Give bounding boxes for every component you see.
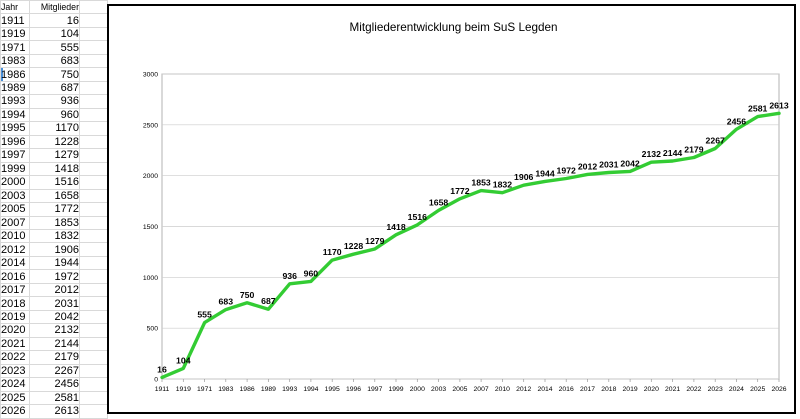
- svg-text:1418: 1418: [386, 222, 405, 232]
- svg-text:1919: 1919: [176, 386, 191, 393]
- svg-text:1989: 1989: [261, 386, 276, 393]
- svg-text:1983: 1983: [218, 386, 233, 393]
- svg-text:936: 936: [282, 271, 297, 281]
- svg-text:2179: 2179: [684, 145, 703, 155]
- svg-text:1170: 1170: [323, 247, 342, 257]
- svg-text:2267: 2267: [706, 136, 725, 146]
- svg-text:2031: 2031: [599, 160, 618, 170]
- svg-text:1279: 1279: [365, 236, 384, 246]
- svg-text:2581: 2581: [748, 104, 767, 114]
- svg-text:3000: 3000: [143, 72, 158, 79]
- svg-text:16: 16: [157, 364, 167, 374]
- svg-text:2613: 2613: [769, 100, 788, 110]
- svg-text:1516: 1516: [408, 212, 427, 222]
- svg-text:687: 687: [261, 296, 276, 306]
- svg-text:2000: 2000: [143, 173, 158, 180]
- svg-text:1971: 1971: [197, 386, 212, 393]
- svg-text:0: 0: [154, 377, 158, 384]
- svg-text:1999: 1999: [388, 386, 403, 393]
- svg-text:1994: 1994: [303, 386, 318, 393]
- svg-text:1972: 1972: [557, 166, 576, 176]
- svg-text:1993: 1993: [282, 386, 297, 393]
- svg-text:1658: 1658: [429, 197, 448, 207]
- svg-text:1772: 1772: [450, 186, 469, 196]
- svg-text:2007: 2007: [474, 386, 489, 393]
- svg-text:2017: 2017: [580, 386, 595, 393]
- svg-text:2456: 2456: [727, 116, 746, 126]
- svg-text:1997: 1997: [367, 386, 382, 393]
- svg-text:2005: 2005: [452, 386, 467, 393]
- svg-text:1944: 1944: [535, 168, 554, 178]
- svg-text:1986: 1986: [240, 386, 255, 393]
- svg-text:2024: 2024: [729, 386, 744, 393]
- svg-text:2018: 2018: [601, 386, 616, 393]
- svg-text:750: 750: [240, 290, 255, 300]
- svg-text:1996: 1996: [346, 386, 361, 393]
- svg-text:2023: 2023: [708, 386, 723, 393]
- svg-text:104: 104: [176, 355, 191, 365]
- svg-text:1832: 1832: [493, 180, 512, 190]
- svg-text:2022: 2022: [686, 386, 701, 393]
- svg-text:2012: 2012: [516, 386, 531, 393]
- svg-text:1995: 1995: [325, 386, 340, 393]
- svg-text:2012: 2012: [578, 161, 597, 171]
- svg-text:2003: 2003: [431, 386, 446, 393]
- svg-text:2016: 2016: [559, 386, 574, 393]
- svg-text:2026: 2026: [771, 386, 786, 393]
- svg-text:2000: 2000: [410, 386, 425, 393]
- svg-text:2019: 2019: [623, 386, 638, 393]
- svg-text:2042: 2042: [620, 158, 639, 168]
- svg-text:2021: 2021: [665, 386, 680, 393]
- svg-text:960: 960: [304, 268, 319, 278]
- svg-text:1228: 1228: [344, 241, 363, 251]
- svg-text:2025: 2025: [750, 386, 765, 393]
- svg-text:683: 683: [219, 297, 234, 307]
- svg-text:2014: 2014: [537, 386, 552, 393]
- svg-text:500: 500: [147, 326, 159, 333]
- svg-text:2010: 2010: [495, 386, 510, 393]
- svg-text:2144: 2144: [663, 148, 682, 158]
- svg-text:2132: 2132: [642, 149, 661, 159]
- svg-text:1500: 1500: [143, 224, 158, 231]
- svg-text:2500: 2500: [143, 122, 158, 129]
- svg-text:1911: 1911: [155, 386, 170, 393]
- svg-text:2020: 2020: [644, 386, 659, 393]
- svg-text:1853: 1853: [471, 178, 490, 188]
- svg-text:1000: 1000: [143, 275, 158, 282]
- svg-text:555: 555: [197, 310, 212, 320]
- svg-text:1906: 1906: [514, 172, 533, 182]
